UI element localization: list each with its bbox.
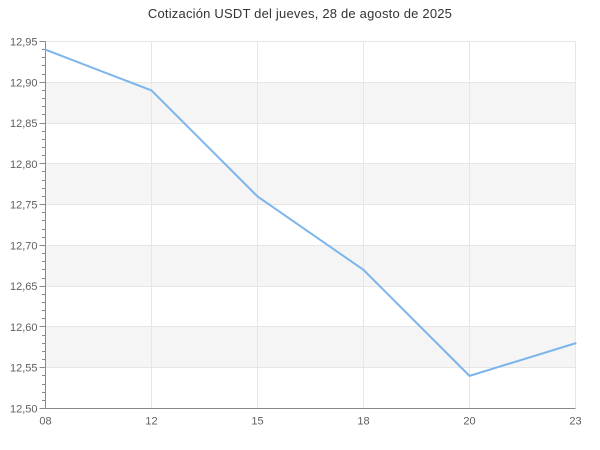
y-axis-label: 12,50 — [10, 404, 38, 416]
x-axis-label: 18 — [357, 416, 369, 428]
plot-band — [45, 326, 576, 368]
y-axis-label: 12,95 — [10, 37, 38, 49]
y-axis-label: 12,85 — [10, 118, 38, 130]
y-axis-label: 12,90 — [10, 77, 38, 89]
y-axis-label: 12,60 — [10, 322, 38, 334]
chart-title: Cotización USDT del jueves, 28 de agosto… — [147, 6, 453, 21]
y-axis-label: 12,65 — [10, 281, 38, 293]
x-axis-label: 08 — [39, 416, 51, 428]
x-axis-label: 12 — [145, 416, 157, 428]
plot-band — [45, 82, 576, 124]
y-axis-label: 12,75 — [10, 200, 38, 212]
plot-band — [45, 245, 576, 287]
y-axis-label: 12,70 — [10, 240, 38, 252]
plot-band — [45, 163, 576, 205]
x-axis-label: 15 — [251, 416, 263, 428]
y-axis-label: 12,55 — [10, 363, 38, 375]
x-axis-label: 20 — [463, 416, 475, 428]
usdt-price-line — [44, 48, 577, 377]
x-axis-label: 23 — [569, 416, 581, 428]
y-axis-label: 12,80 — [10, 159, 38, 171]
